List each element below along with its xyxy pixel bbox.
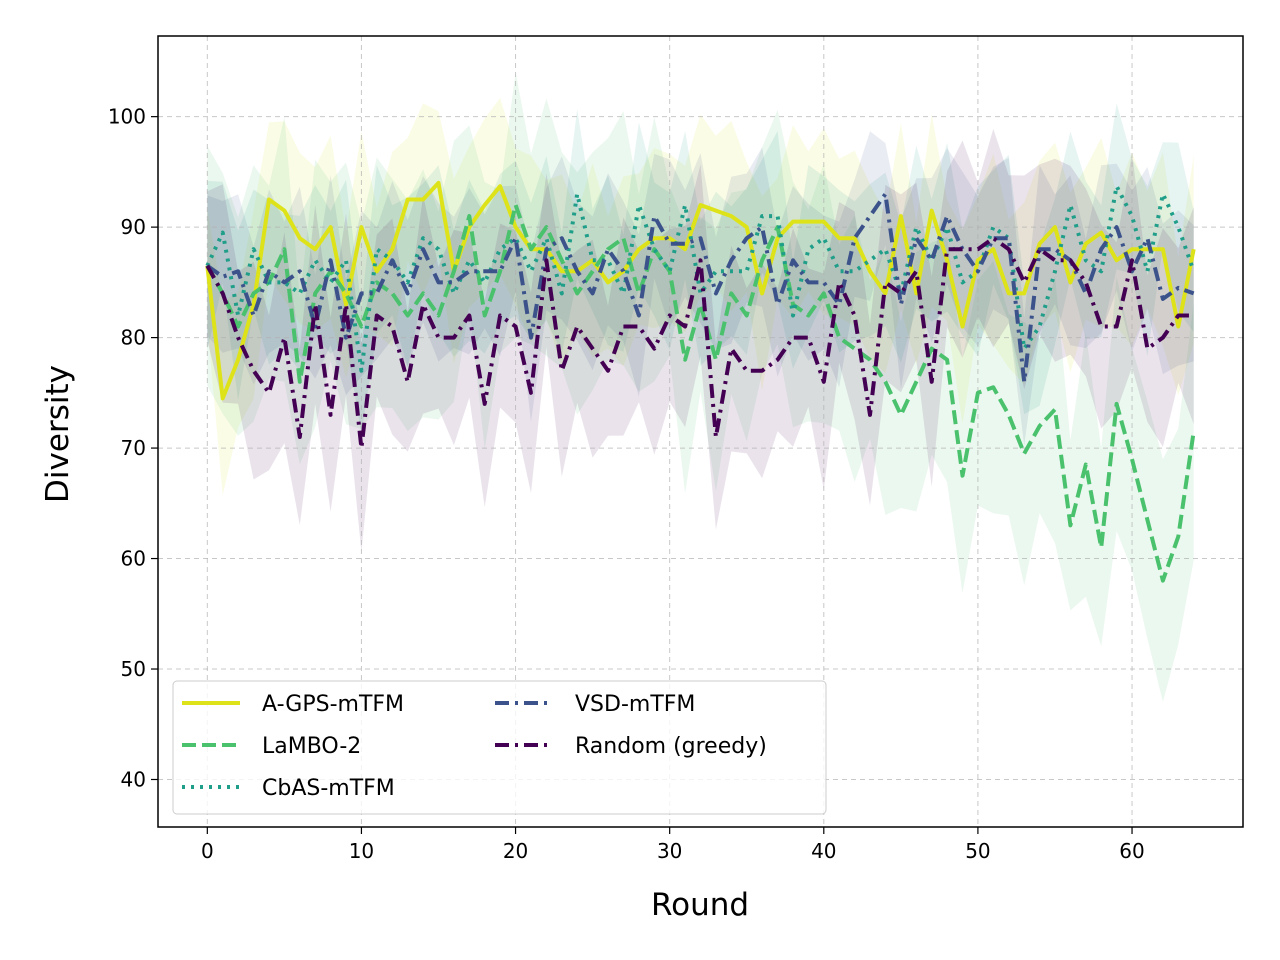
x-axis-ticks: 0 10 20 30 40 50 60 [201, 827, 1145, 863]
y-tick-label: 100 [108, 105, 146, 129]
y-tick-label: 40 [121, 767, 146, 791]
x-tick-label: 50 [965, 839, 990, 863]
y-tick-label: 90 [121, 215, 146, 239]
series-line-4 [205, 236, 1194, 451]
y-axis-label: Diversity [40, 365, 76, 503]
legend-label: VSD-mTFM [575, 692, 695, 717]
legend-label: CbAS-mTFM [262, 776, 395, 801]
series-line-0 [205, 180, 1196, 401]
x-tick-label: 60 [1119, 839, 1144, 863]
band-4 [207, 128, 1194, 552]
legend-label: Random (greedy) [575, 734, 767, 759]
legend-box [172, 680, 827, 815]
band-3 [207, 131, 1194, 446]
series-lines [205, 180, 1196, 583]
x-tick-label: 0 [201, 839, 214, 863]
y-tick-label: 70 [121, 436, 146, 460]
y-axis-ticks: 40 50 60 70 80 90 100 [108, 105, 158, 791]
series-line-1 [205, 203, 1196, 583]
x-tick-label: 30 [657, 839, 682, 863]
x-axis-label: Round [651, 887, 749, 923]
series-line-3 [206, 192, 1195, 384]
y-tick-label: 50 [121, 657, 146, 681]
legend-label: LaMBO-2 [262, 734, 361, 759]
legend-label: A-GPS-mTFM [262, 692, 404, 717]
plot-frame [157, 35, 1244, 828]
gridlines [158, 36, 1243, 827]
x-tick-label: 20 [503, 839, 528, 863]
y-tick-label: 80 [121, 326, 146, 350]
band-0 [207, 98, 1194, 496]
x-tick-label: 40 [811, 839, 836, 863]
legend: A-GPS-mTFM LaMBO-2 CbAS-mTFM VSD-mTFM Random… [172, 680, 827, 815]
x-tick-label: 10 [349, 839, 374, 863]
band-1 [207, 72, 1194, 702]
y-tick-label: 60 [121, 547, 146, 571]
